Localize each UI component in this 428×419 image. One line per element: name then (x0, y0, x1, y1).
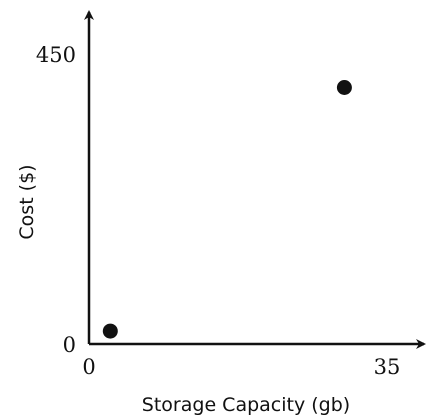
x-tick-label-max: 35 (374, 355, 401, 379)
data-point-2 (337, 80, 352, 95)
y-tick-label-max: 450 (36, 43, 76, 67)
y-axis-title: Cost ($) (16, 164, 38, 239)
x-tick-label-min: 0 (82, 355, 95, 379)
x-axis-title: Storage Capacity (gb) (142, 394, 350, 416)
data-points (103, 80, 352, 339)
y-tick-label-min: 0 (63, 333, 76, 357)
data-point-1 (103, 324, 118, 339)
